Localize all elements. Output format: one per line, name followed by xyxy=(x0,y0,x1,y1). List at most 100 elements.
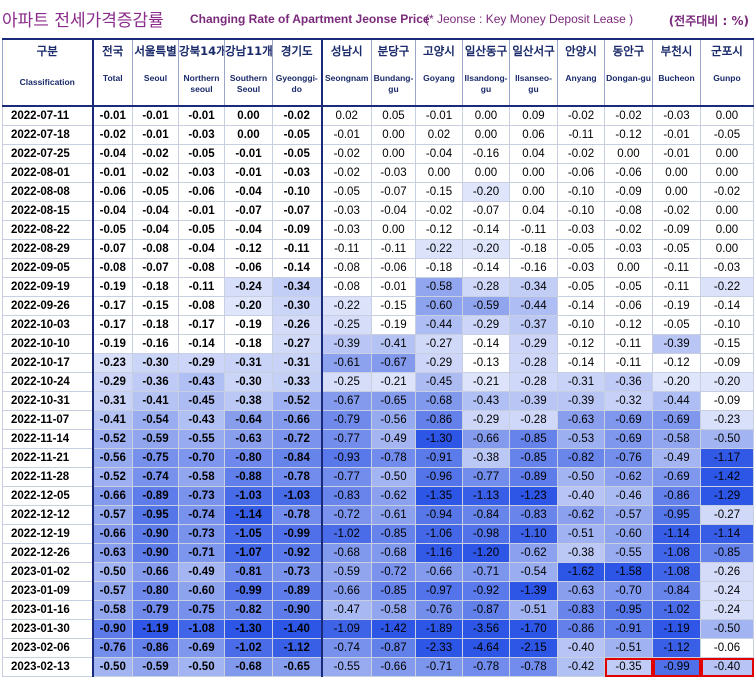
data-cell: -0.04 xyxy=(132,201,179,221)
data-cell: -0.55 xyxy=(178,429,225,449)
data-cell: -0.06 xyxy=(700,638,754,658)
data-cell: -0.07 xyxy=(132,258,179,278)
row-date: 2022-09-19 xyxy=(2,277,93,297)
data-cell: -0.58 xyxy=(415,277,463,297)
data-cell: -2.15 xyxy=(509,638,558,658)
row-date: 2023-02-06 xyxy=(2,638,93,658)
data-cell: -0.28 xyxy=(462,277,510,297)
data-cell: -0.12 xyxy=(224,239,273,259)
data-cell: -0.50 xyxy=(700,429,754,449)
data-cell: -0.44 xyxy=(652,391,701,411)
data-cell: -0.56 xyxy=(91,448,133,468)
row-date: 2022-12-12 xyxy=(2,505,93,525)
data-cell: -0.01 xyxy=(132,125,179,145)
data-cell: -0.65 xyxy=(272,657,323,677)
data-cell: -0.97 xyxy=(415,581,463,601)
column-header-korean: 성남시 xyxy=(330,44,363,58)
data-cell: -0.07 xyxy=(371,182,416,202)
data-cell: -1.30 xyxy=(415,429,463,449)
data-cell: -0.58 xyxy=(652,429,701,449)
data-cell: -0.11 xyxy=(557,125,605,145)
data-cell: -0.05 xyxy=(272,125,323,145)
data-cell: 0.00 xyxy=(415,163,463,183)
data-cell: -0.72 xyxy=(371,562,416,582)
data-cell: -0.03 xyxy=(700,258,754,278)
data-cell: -0.68 xyxy=(321,543,372,563)
data-cell: -0.04 xyxy=(224,220,273,240)
row-date: 2022-08-22 xyxy=(2,220,93,240)
data-cell: 0.00 xyxy=(371,125,416,145)
title-note: (* Jeonse : Key Money Deposit Lease ) xyxy=(425,12,634,26)
table-row: 2022-10-03 -0.17 -0.18 -0.17 -0.19 -0.26 -0.25… xyxy=(2,315,754,335)
data-cell: -0.30 xyxy=(224,372,273,392)
column-header-korean: 구분 xyxy=(36,44,58,58)
data-cell: -0.34 xyxy=(272,277,323,297)
data-cell: -0.69 xyxy=(604,410,653,430)
data-cell: -0.50 xyxy=(91,562,133,582)
header-row: 구분 Classification 전국 Total 서울특별 Seoul 강북14개 Nor… xyxy=(2,38,754,107)
data-cell: -0.30 xyxy=(132,353,179,373)
data-cell: -0.09 xyxy=(700,353,754,373)
data-cell: -0.31 xyxy=(272,353,323,373)
data-cell: -0.47 xyxy=(321,600,372,620)
column-header-korean: 군포시 xyxy=(711,44,743,58)
data-cell: -0.99 xyxy=(272,524,323,544)
data-cell: -0.58 xyxy=(178,467,225,487)
data-cell: -0.04 xyxy=(132,220,179,240)
table-body: 2022-07-11 -0.01 -0.01 -0.01 0.00 -0.02 0.02 0.… xyxy=(2,105,754,677)
data-cell: -0.05 xyxy=(652,239,701,259)
data-cell: -0.71 xyxy=(178,543,225,563)
data-cell: -0.74 xyxy=(178,505,225,525)
data-cell: -0.76 xyxy=(604,448,653,468)
column-header: 성남시 Seongnam xyxy=(321,38,372,107)
data-cell: -0.82 xyxy=(224,600,273,620)
data-cell: 0.00 xyxy=(509,163,558,183)
table-row: 2022-07-18 -0.02 -0.01 -0.03 0.00 -0.05 -0.01 0… xyxy=(2,125,754,145)
data-cell: -0.04 xyxy=(415,144,463,164)
data-cell: -0.84 xyxy=(652,581,701,601)
data-cell: -3.56 xyxy=(462,619,510,639)
data-cell: -0.06 xyxy=(557,163,605,183)
title-korean: 아파트 전세가격증감률 xyxy=(2,11,164,31)
data-cell: -0.95 xyxy=(604,600,653,620)
column-header: 구분 Classification xyxy=(2,38,93,107)
data-cell: -0.05 xyxy=(178,144,225,164)
table-row: 2022-08-15 -0.04 -0.04 -0.01 -0.07 -0.07 -0.03… xyxy=(2,201,754,221)
column-header: 강북14개 Northern seoul xyxy=(178,38,225,107)
data-cell: -0.21 xyxy=(462,372,510,392)
data-cell: 0.00 xyxy=(700,144,754,164)
data-cell: -0.98 xyxy=(462,524,510,544)
data-cell: -0.02 xyxy=(321,144,372,164)
table-row: 2023-01-02 -0.50 -0.66 -0.49 -0.81 -0.73 -0.59… xyxy=(2,562,754,582)
data-cell: -0.83 xyxy=(557,600,605,620)
data-cell: -0.20 xyxy=(224,296,273,316)
data-cell: -1.12 xyxy=(272,638,323,658)
data-cell: -1.42 xyxy=(700,467,754,487)
row-date: 2022-07-18 xyxy=(2,125,93,145)
data-cell: -0.50 xyxy=(91,657,133,677)
table-row: 2022-11-28 -0.52 -0.74 -0.58 -0.88 -0.78 -0.77… xyxy=(2,467,754,487)
row-date: 2022-12-05 xyxy=(2,486,93,506)
data-cell: -1.02 xyxy=(652,600,701,620)
data-cell: -1.29 xyxy=(700,486,754,506)
data-cell: -0.14 xyxy=(557,296,605,316)
column-header: 일산동구 Ilsandong-gu xyxy=(462,38,510,107)
data-cell: -0.45 xyxy=(178,391,225,411)
data-cell: -0.06 xyxy=(371,258,416,278)
data-cell: -0.05 xyxy=(272,144,323,164)
column-header-korean: 안양시 xyxy=(565,44,597,58)
data-cell: 0.02 xyxy=(415,125,463,145)
data-cell: -0.51 xyxy=(557,524,605,544)
data-cell: -0.39 xyxy=(652,334,701,354)
data-cell: -0.29 xyxy=(91,372,133,392)
data-cell: 0.04 xyxy=(509,144,558,164)
data-cell: 0.05 xyxy=(371,105,416,126)
column-header-korean: 일산서구 xyxy=(512,44,555,58)
data-cell: -0.11 xyxy=(371,239,416,259)
data-cell: -0.78 xyxy=(272,467,323,487)
data-cell: -0.22 xyxy=(700,277,754,297)
data-cell: -0.14 xyxy=(178,334,225,354)
data-cell: -0.52 xyxy=(91,429,133,449)
row-date: 2023-01-02 xyxy=(2,562,93,582)
data-cell: -0.87 xyxy=(371,638,416,658)
